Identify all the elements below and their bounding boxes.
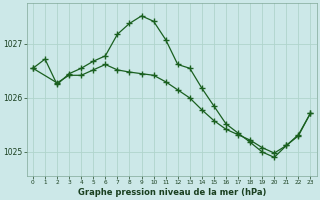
X-axis label: Graphe pression niveau de la mer (hPa): Graphe pression niveau de la mer (hPa)	[77, 188, 266, 197]
